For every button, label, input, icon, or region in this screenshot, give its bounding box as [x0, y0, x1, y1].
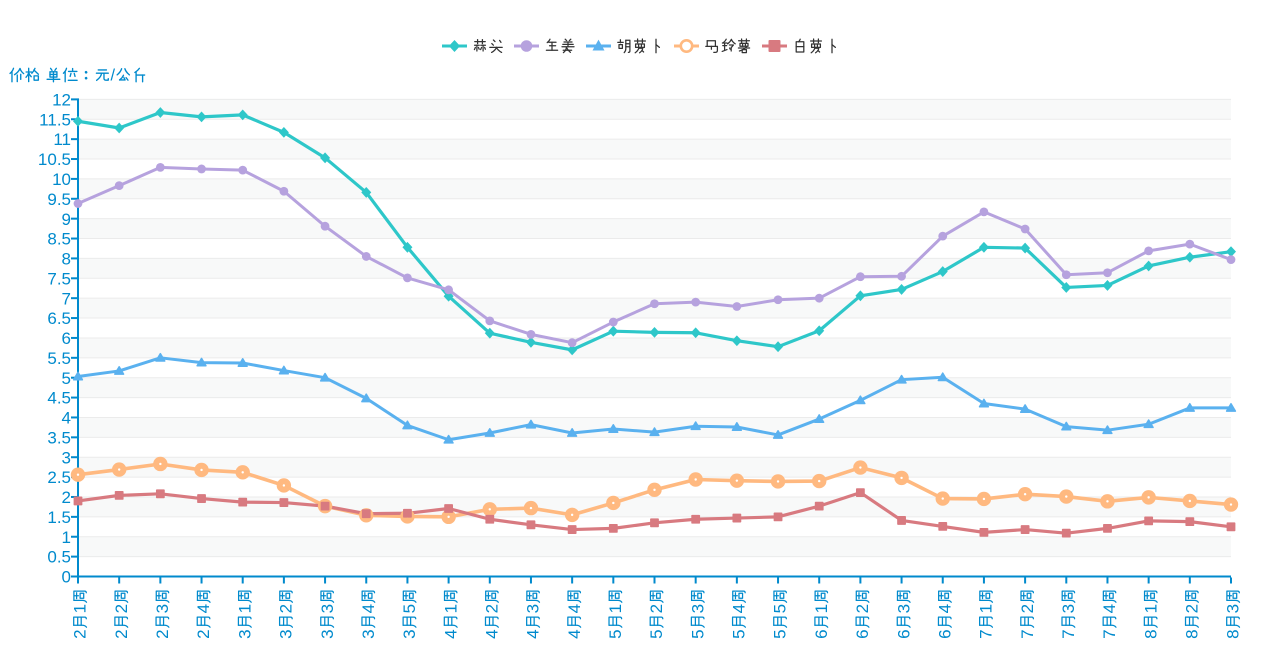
svg-text:1: 1	[235, 604, 254, 613]
svg-text:3: 3	[400, 629, 419, 638]
svg-text:5: 5	[688, 629, 707, 638]
svg-text:3: 3	[153, 604, 172, 613]
svg-text:4: 4	[730, 604, 749, 613]
svg-text:1: 1	[812, 604, 831, 613]
svg-text:1: 1	[71, 604, 90, 613]
svg-text:5: 5	[771, 629, 790, 638]
svg-text:3.5: 3.5	[47, 428, 71, 447]
svg-text:3: 3	[688, 604, 707, 613]
svg-text:8: 8	[1224, 629, 1243, 638]
svg-text:4: 4	[935, 604, 954, 613]
svg-text:3: 3	[318, 629, 337, 638]
svg-text:6: 6	[894, 629, 913, 638]
svg-text:5: 5	[730, 629, 749, 638]
svg-text:4: 4	[524, 629, 543, 638]
svg-text:0: 0	[62, 568, 71, 587]
svg-text:7: 7	[1100, 629, 1119, 638]
svg-text:9: 9	[62, 210, 71, 229]
svg-text:9.5: 9.5	[47, 190, 71, 209]
svg-text:2: 2	[153, 629, 172, 638]
svg-text:1: 1	[441, 604, 460, 613]
svg-text:2: 2	[112, 629, 131, 638]
svg-text:4.5: 4.5	[47, 389, 71, 408]
svg-text:1.5: 1.5	[47, 508, 71, 527]
svg-text:4: 4	[441, 629, 460, 638]
svg-text:3: 3	[62, 448, 71, 467]
svg-text:2: 2	[1183, 604, 1202, 613]
svg-text:8.5: 8.5	[47, 230, 71, 249]
svg-text:3: 3	[894, 604, 913, 613]
svg-text:1: 1	[977, 604, 996, 613]
svg-text:7: 7	[1059, 629, 1078, 638]
svg-text:10: 10	[52, 170, 71, 189]
svg-text:5: 5	[606, 629, 625, 638]
svg-text:1: 1	[1141, 604, 1160, 613]
svg-text:2: 2	[62, 488, 71, 507]
svg-text:6: 6	[62, 329, 71, 348]
svg-text:7: 7	[1018, 629, 1037, 638]
svg-text:6: 6	[935, 629, 954, 638]
svg-text:3: 3	[277, 629, 296, 638]
svg-text:8: 8	[1183, 629, 1202, 638]
svg-text:3: 3	[359, 629, 378, 638]
svg-text:3: 3	[235, 629, 254, 638]
svg-text:5: 5	[400, 604, 419, 613]
svg-text:2: 2	[647, 604, 666, 613]
svg-text:3: 3	[524, 604, 543, 613]
svg-text:2: 2	[853, 604, 872, 613]
svg-text:5: 5	[771, 604, 790, 613]
svg-text:11.5: 11.5	[39, 110, 71, 129]
svg-text:3: 3	[1224, 604, 1243, 613]
svg-text:5: 5	[62, 369, 71, 388]
svg-text:4: 4	[482, 629, 501, 638]
svg-text:3: 3	[318, 604, 337, 613]
svg-text:4: 4	[565, 604, 584, 613]
svg-text:6: 6	[812, 629, 831, 638]
svg-text:1: 1	[606, 604, 625, 613]
svg-text:4: 4	[359, 604, 378, 613]
svg-text:6: 6	[853, 629, 872, 638]
svg-text:4: 4	[1100, 604, 1119, 613]
svg-text:12: 12	[52, 90, 71, 109]
svg-text:3: 3	[1059, 604, 1078, 613]
svg-text:10.5: 10.5	[38, 150, 71, 169]
svg-text:7.5: 7.5	[47, 269, 71, 288]
svg-text:4: 4	[565, 629, 584, 638]
svg-text:2: 2	[482, 604, 501, 613]
svg-text:11: 11	[53, 130, 71, 149]
svg-text:2: 2	[194, 629, 213, 638]
svg-text:7: 7	[977, 629, 996, 638]
svg-text:8: 8	[62, 250, 71, 269]
svg-text:8: 8	[1141, 629, 1160, 638]
svg-text:2: 2	[277, 604, 296, 613]
svg-text:4: 4	[194, 604, 213, 613]
svg-text:1: 1	[62, 528, 71, 547]
svg-text:/: /	[111, 67, 116, 85]
svg-text:2: 2	[112, 604, 131, 613]
svg-text:0.5: 0.5	[47, 548, 71, 567]
svg-text:2.5: 2.5	[47, 468, 71, 487]
svg-text:7: 7	[62, 289, 71, 308]
svg-text:6.5: 6.5	[47, 309, 71, 328]
svg-text:2: 2	[71, 629, 90, 638]
svg-text:5.5: 5.5	[47, 349, 71, 368]
svg-text:4: 4	[62, 409, 71, 428]
svg-text:5: 5	[647, 629, 666, 638]
svg-text:2: 2	[1018, 604, 1037, 613]
